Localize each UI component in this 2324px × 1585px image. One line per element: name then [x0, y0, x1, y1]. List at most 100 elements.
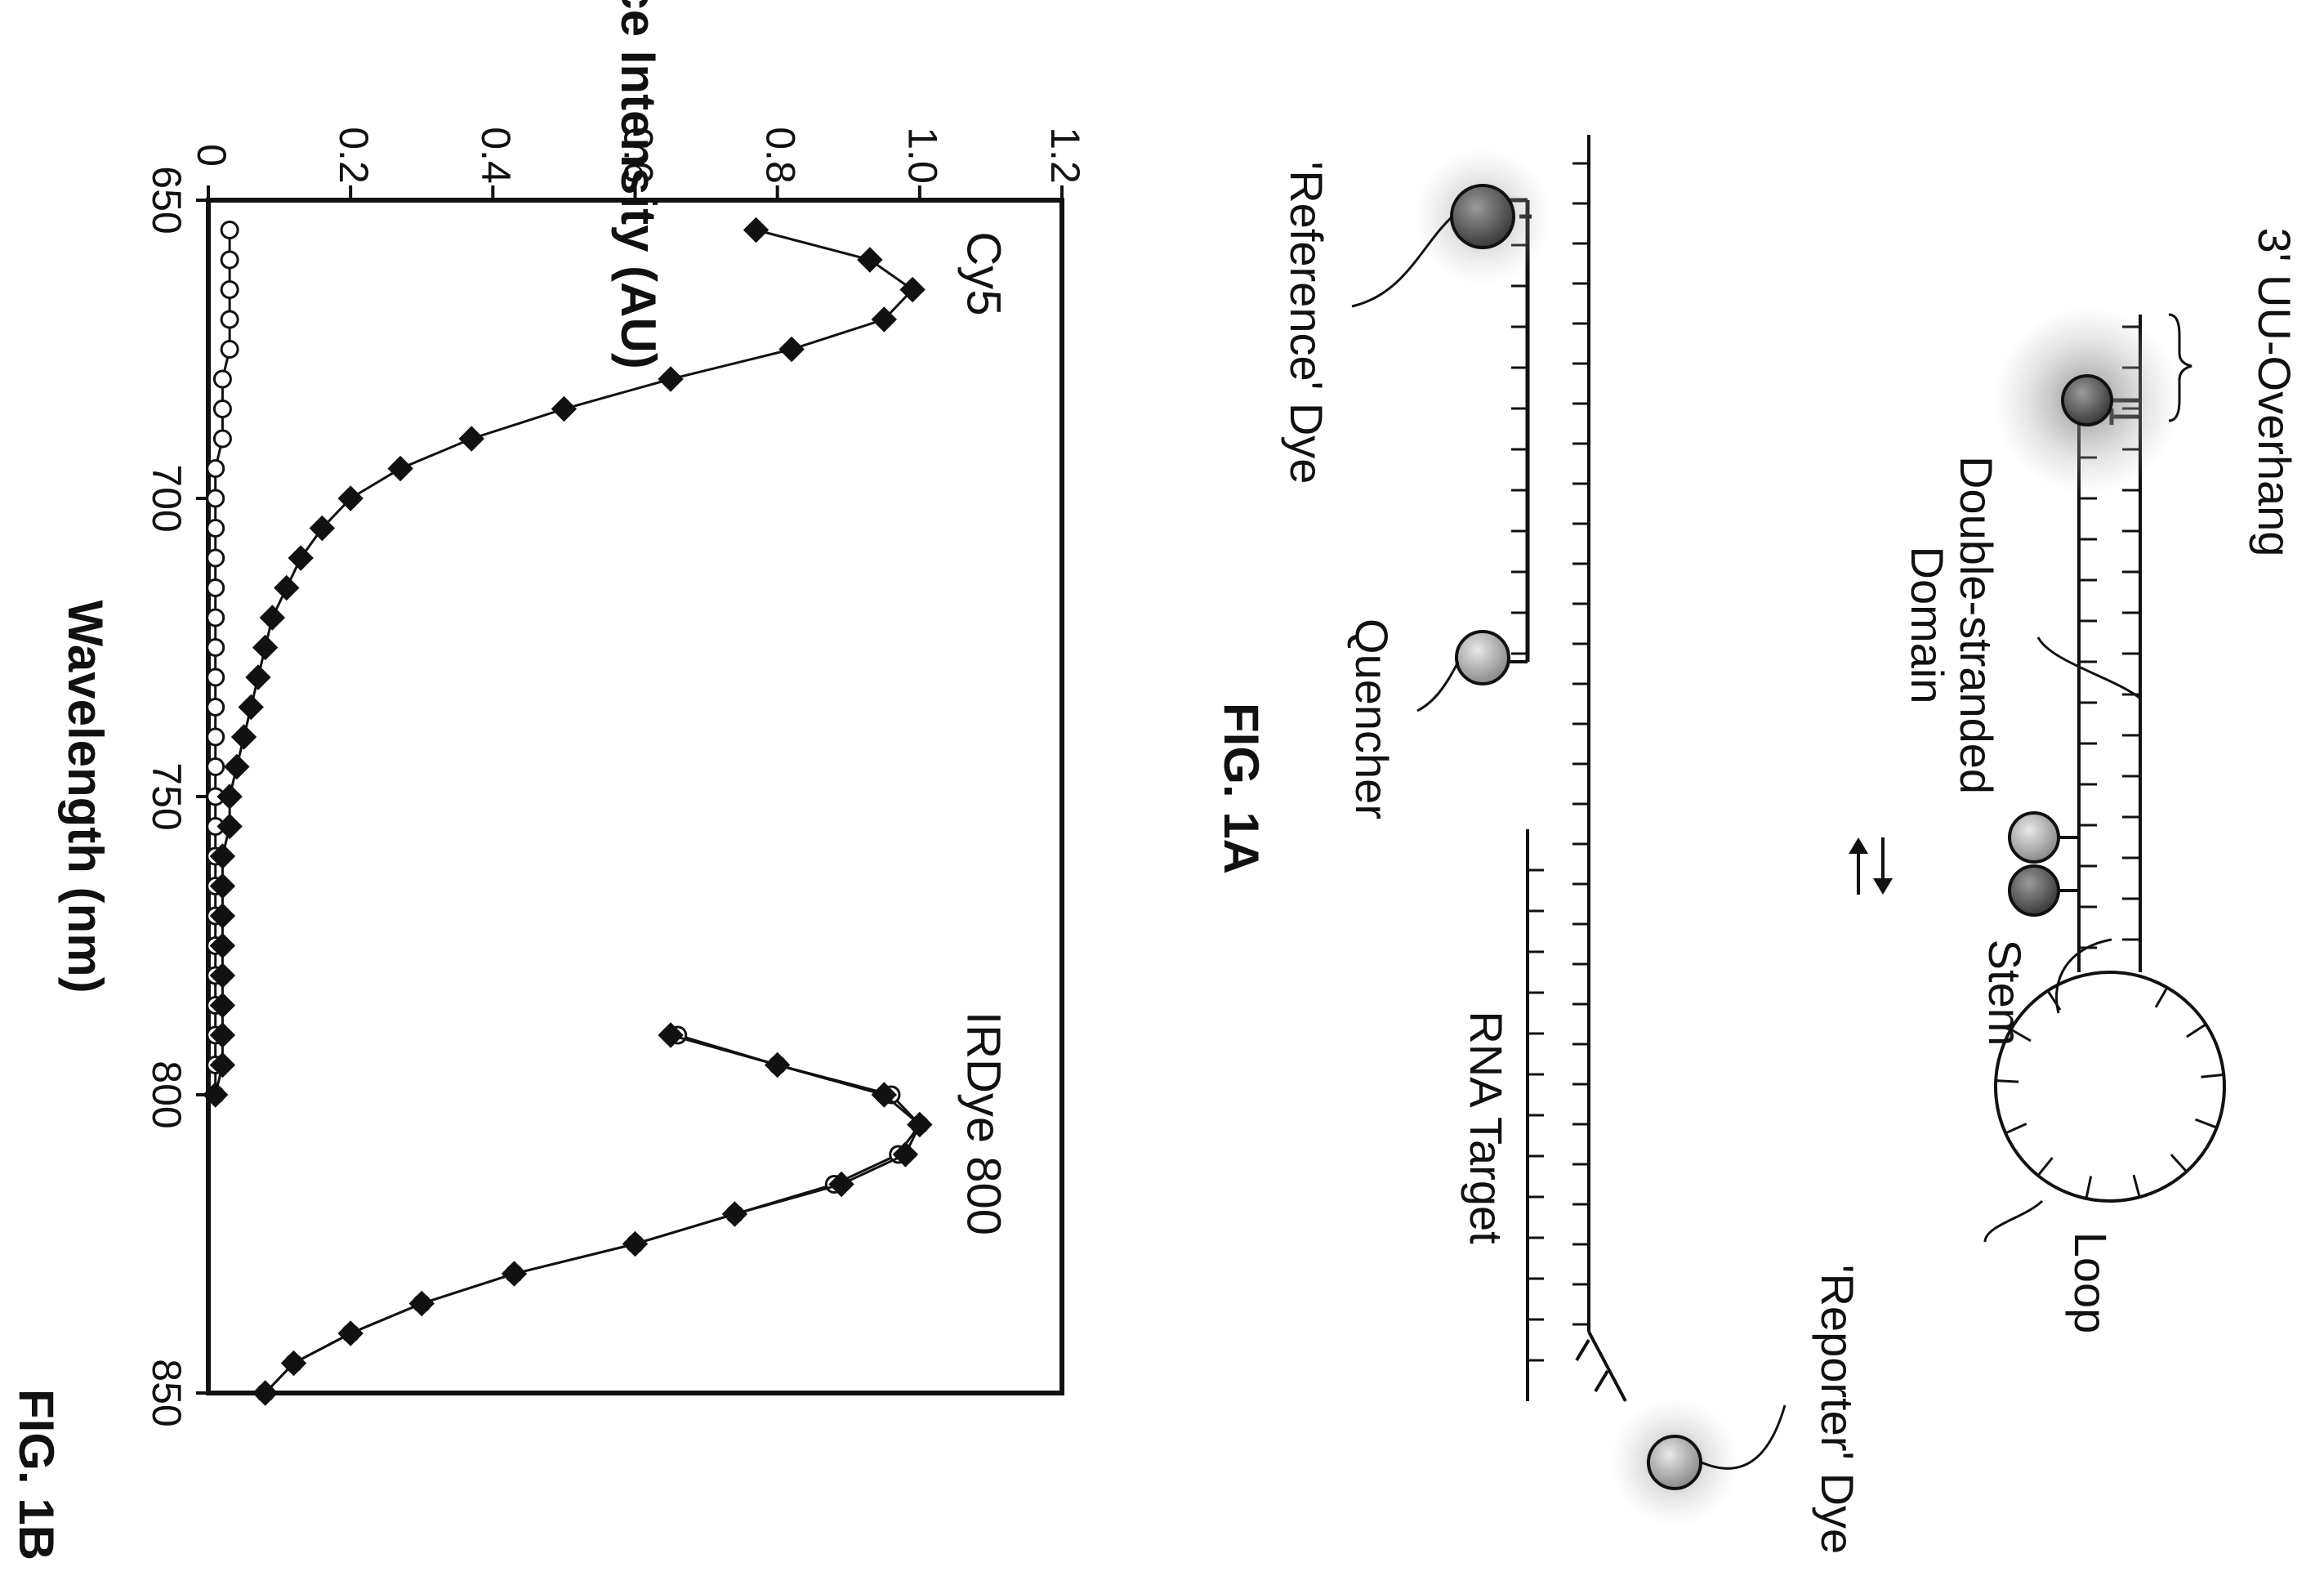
data-point-diamond — [209, 873, 236, 900]
series-line — [264, 1034, 921, 1395]
data-point-diamond — [871, 1082, 897, 1108]
data-point-diamond — [907, 1111, 933, 1138]
data-point-circle — [206, 459, 225, 478]
data-point-diamond — [209, 1051, 236, 1078]
hairpin-probe: 3' UU-Overhang Double-stranded Domain St… — [1902, 228, 2300, 1334]
data-point-diamond — [387, 455, 413, 482]
data-point-diamond — [230, 724, 257, 750]
loop-tick — [2010, 1028, 2032, 1043]
data-point-diamond — [274, 574, 300, 601]
series-2 — [252, 1022, 933, 1406]
data-point-diamond — [252, 1380, 279, 1406]
data-point-circle — [206, 667, 225, 687]
quencher-sphere — [1455, 630, 1510, 685]
data-point-diamond — [764, 1051, 791, 1078]
plot-frame — [206, 198, 1064, 1395]
series-0 — [203, 217, 926, 1108]
data-point-diamond — [209, 903, 236, 929]
data-point-diamond — [209, 1022, 236, 1048]
ds-domain-label-line2: Domain — [1902, 547, 1953, 704]
loop-label: Loop — [2065, 1232, 2117, 1334]
series-layer — [203, 217, 933, 1406]
data-point-circle — [206, 578, 225, 597]
y-tick-label: 0.4 — [473, 127, 519, 184]
x-axis-title: Wavelength (nm) — [58, 600, 113, 993]
data-point-diamond — [252, 634, 279, 661]
series-3 — [256, 1025, 930, 1403]
reporter-dye-sphere — [1647, 1435, 1702, 1490]
y-axis-title: Fluorescence Intensity (AU) — [611, 0, 666, 369]
loop-tick — [2036, 1157, 2054, 1176]
y-tick-label: 0.2 — [331, 127, 377, 184]
x-axis-ticks: 650 700 750 800 850 — [144, 166, 208, 1427]
series-line — [214, 229, 915, 1096]
figure-1a-label: FIG. 1A — [1214, 703, 1269, 874]
probe-diagram: 'Reference' Dye Quencher RNA Target 'Rep… — [1214, 135, 2300, 1554]
data-point-diamond — [828, 1171, 854, 1198]
data-point-diamond — [551, 395, 578, 422]
loop-tick — [2170, 1154, 2188, 1173]
data-point-diamond — [216, 784, 243, 810]
loop-tick — [2186, 1023, 2207, 1038]
data-point-circle — [212, 429, 232, 449]
figure-1b-label: FIG. 1B — [9, 1389, 64, 1560]
data-point-circle — [206, 608, 225, 627]
data-point-diamond — [408, 1290, 435, 1317]
x-tick-label: 850 — [144, 1359, 190, 1426]
data-point-diamond — [238, 694, 264, 721]
data-point-circle — [220, 310, 239, 329]
x-tick-label: 700 — [144, 464, 190, 532]
data-point-diamond — [892, 1141, 919, 1168]
data-point-circle — [220, 280, 239, 299]
loop-tick — [2132, 1174, 2141, 1198]
y-tick-label: 0.6 — [615, 127, 661, 184]
data-point-diamond — [658, 366, 684, 392]
loop-tick — [2154, 987, 2169, 1008]
data-point-circle — [206, 548, 225, 568]
y-tick-label: 1.2 — [1042, 127, 1088, 184]
data-point-diamond — [721, 1201, 748, 1227]
data-point-diamond — [203, 1082, 229, 1108]
fluorescence-chart: 0 0.2 0.4 0.6 0.8 1.0 1.2 650 700 750 800 850 Fluo… — [9, 0, 1088, 1560]
quencher-label: Quencher — [1346, 618, 1398, 819]
loop-circle — [1994, 971, 2226, 1203]
data-point-circle — [220, 340, 239, 359]
annotation-irdye-800: IRDye 800 — [957, 1011, 1010, 1235]
data-point-diamond — [778, 336, 805, 363]
stem-label: Stem — [1979, 940, 2031, 1047]
data-point-diamond — [458, 426, 484, 452]
data-point-diamond — [259, 605, 286, 631]
equilibrium-arrows — [1849, 837, 1893, 895]
data-point-diamond — [224, 753, 250, 780]
loop-tick — [2085, 1176, 2093, 1199]
data-point-diamond — [288, 545, 314, 571]
reference-dye-label: 'Reference' Dye — [1281, 162, 1332, 484]
x-tick-label: 650 — [144, 166, 190, 234]
data-point-circle — [220, 221, 239, 239]
ds-domain-label-line1: Double-stranded — [1951, 456, 2002, 794]
data-point-diamond — [871, 306, 897, 333]
x-tick-label: 800 — [144, 1060, 190, 1128]
data-point-diamond — [743, 217, 769, 243]
reference-dye-sphere — [1450, 184, 1515, 249]
x-tick-label: 750 — [144, 762, 190, 830]
data-point-circle — [206, 727, 225, 747]
y-tick-label: 0.8 — [757, 127, 803, 184]
data-point-circle — [212, 400, 232, 418]
data-point-diamond — [209, 843, 236, 869]
data-point-diamond — [209, 962, 236, 989]
data-point-circle — [206, 519, 225, 538]
loop-tick — [1996, 1079, 2019, 1083]
loop-tick — [2201, 1073, 2224, 1078]
series-line — [264, 1034, 921, 1395]
overhang-label: 3' UU-Overhang — [2249, 228, 2300, 557]
data-point-diamond — [337, 1320, 364, 1346]
loop-tick — [2195, 1118, 2218, 1129]
stem-dye-bottom — [2008, 864, 2060, 917]
stem-dye-top — [2008, 811, 2060, 864]
annotation-cy5: Cy5 — [957, 231, 1010, 315]
data-point-diamond — [501, 1261, 528, 1287]
data-point-circle — [206, 489, 225, 508]
data-point-circle — [212, 369, 232, 389]
